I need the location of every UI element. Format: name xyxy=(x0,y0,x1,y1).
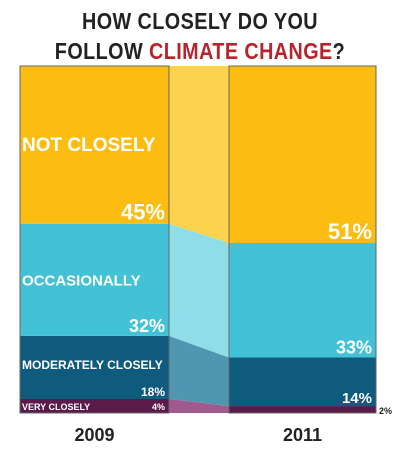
bar-2011-occasionally xyxy=(229,242,376,358)
series-name-moderately-closely: MODERATELY CLOSELY xyxy=(22,358,163,372)
value-label-2011-not-closely: 51% xyxy=(328,219,372,244)
bar-2009-moderately-closely xyxy=(20,335,169,399)
series-name-occasionally: OCCASIONALLY xyxy=(22,273,141,290)
connector-very-closely xyxy=(169,398,229,413)
value-label-2011-occasionally: 33% xyxy=(336,337,372,357)
bar-2011-not-closely xyxy=(229,66,376,243)
connector-occasionally xyxy=(169,223,229,358)
bar-outline-2009 xyxy=(19,65,170,414)
bar-2011-moderately-closely xyxy=(229,357,376,407)
value-label-2009-very-closely: 4% xyxy=(152,402,165,412)
category-label-2009: 2009 xyxy=(74,425,114,445)
bar-2009-very-closely xyxy=(20,398,169,413)
bar-2011-very-closely xyxy=(229,406,376,413)
connector-moderately-closely xyxy=(169,335,229,407)
category-label-2011: 2011 xyxy=(283,425,322,445)
chart-title-line-2: FOLLOW CLIMATE CHANGE? xyxy=(28,38,372,65)
connector-not-closely xyxy=(169,66,229,243)
title-suffix: ? xyxy=(332,38,346,64)
value-label-2011-moderately-closely: 14% xyxy=(342,390,372,407)
series-name-not-closely: NOT CLOSELY xyxy=(22,135,156,156)
value-label-2011-very-closely: 2% xyxy=(379,406,392,416)
title-highlight: CLIMATE CHANGE xyxy=(149,38,333,64)
bar-outline-2011 xyxy=(228,65,377,414)
bar-2009-occasionally xyxy=(20,223,169,336)
value-label-2009-moderately-closely: 18% xyxy=(141,385,165,399)
title-line2-prefix: FOLLOW xyxy=(54,38,150,64)
title-prefix: HOW CLOSELY DO YOU xyxy=(82,8,318,34)
chart-title-line-1: HOW CLOSELY DO YOU xyxy=(28,8,372,35)
value-label-2009-not-closely: 45% xyxy=(121,200,165,225)
series-name-very-closely: VERY CLOSELY xyxy=(22,402,90,412)
value-label-2009-occasionally: 32% xyxy=(129,316,165,336)
bar-2009-not-closely xyxy=(20,66,169,224)
